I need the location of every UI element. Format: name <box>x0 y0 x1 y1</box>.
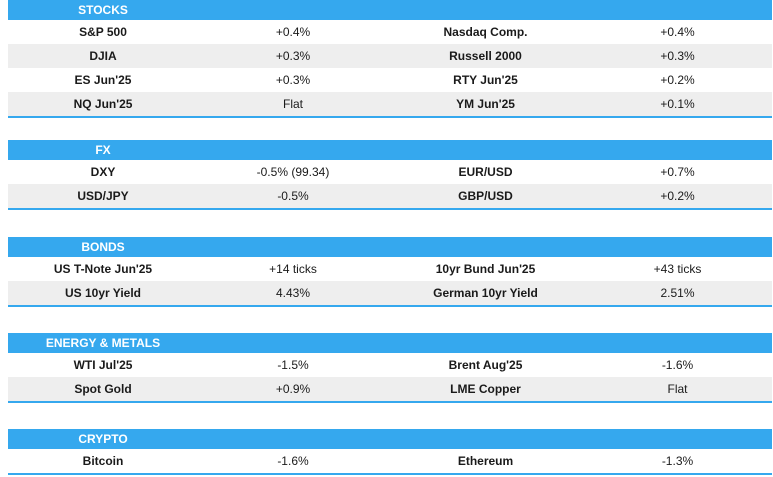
instrument-name: S&P 500 <box>79 25 127 39</box>
instrument-name: Nasdaq Comp. <box>443 25 528 39</box>
instrument-change: Flat <box>667 382 688 396</box>
instrument-name: LME Copper <box>450 382 521 396</box>
section-title: BONDS <box>81 240 125 254</box>
instrument-change: +0.3% <box>275 49 311 63</box>
fx-section: FX DXY -0.5% (99.34) EUR/USD +0.7% USD/J… <box>8 140 772 210</box>
instrument-name: DJIA <box>89 49 117 63</box>
instrument-name: Bitcoin <box>82 454 124 468</box>
table-row: DXY -0.5% (99.34) EUR/USD +0.7% <box>8 160 772 184</box>
section-title: CRYPTO <box>78 432 128 446</box>
instrument-change: +0.4% <box>660 25 695 39</box>
instrument-name: RTY Jun'25 <box>453 73 518 87</box>
instrument-name: US 10yr Yield <box>64 286 142 300</box>
section-title: ENERGY & METALS <box>45 336 161 350</box>
table-row: S&P 500 +0.4% Nasdaq Comp. +0.4% <box>8 20 772 44</box>
table-row: USD/JPY -0.5% GBP/USD +0.2% <box>8 184 772 208</box>
section-divider <box>8 208 772 210</box>
instrument-change: +0.2% <box>660 189 695 203</box>
table-row: Spot Gold +0.9% LME Copper Flat <box>8 377 772 401</box>
instrument-change: +14 ticks <box>269 262 317 276</box>
table-row: ES Jun'25 +0.3% RTY Jun'25 +0.2% <box>8 68 772 92</box>
instrument-change: +0.4% <box>275 25 311 39</box>
section-divider <box>8 401 772 403</box>
instrument-change: +0.9% <box>275 382 311 396</box>
crypto-section: CRYPTO Bitcoin -1.6% Ethereum -1.3% <box>8 429 772 475</box>
bonds-section: BONDS US T-Note Jun'25 +14 ticks 10yr Bu… <box>8 237 772 307</box>
section-divider <box>8 305 772 307</box>
section-header: BONDS <box>8 237 772 257</box>
instrument-name: DXY <box>90 165 116 179</box>
instrument-name: ES Jun'25 <box>74 73 132 87</box>
instrument-name: Spot Gold <box>74 382 132 396</box>
instrument-name: GBP/USD <box>458 189 513 203</box>
instrument-change: +0.3% <box>660 49 695 63</box>
instrument-name: EUR/USD <box>458 165 513 179</box>
instrument-change: -0.5% <box>277 189 309 203</box>
instrument-change: -0.5% (99.34) <box>256 165 330 179</box>
section-header: FX <box>8 140 772 160</box>
instrument-name: 10yr Bund Jun'25 <box>435 262 536 276</box>
table-row: Bitcoin -1.6% Ethereum -1.3% <box>8 449 772 473</box>
section-title: FX <box>95 143 111 157</box>
instrument-change: +0.1% <box>660 97 695 111</box>
instrument-name: Russell 2000 <box>449 49 522 63</box>
section-title: STOCKS <box>78 3 128 17</box>
energy-metals-section: ENERGY & METALS WTI Jul'25 -1.5% Brent A… <box>8 333 772 403</box>
instrument-change: -1.6% <box>661 358 694 372</box>
instrument-change: 4.43% <box>275 286 311 300</box>
table-row: US T-Note Jun'25 +14 ticks 10yr Bund Jun… <box>8 257 772 281</box>
section-divider <box>8 116 772 118</box>
section-header: CRYPTO <box>8 429 772 449</box>
instrument-change: 2.51% <box>660 286 695 300</box>
table-row: DJIA +0.3% Russell 2000 +0.3% <box>8 44 772 68</box>
section-divider <box>8 473 772 475</box>
instrument-change: Flat <box>282 97 303 111</box>
instrument-name: NQ Jun'25 <box>73 97 133 111</box>
instrument-change: +0.2% <box>660 73 695 87</box>
instrument-name: USD/JPY <box>77 189 129 203</box>
instrument-name: YM Jun'25 <box>456 97 515 111</box>
section-header: STOCKS <box>8 0 772 20</box>
table-row: NQ Jun'25 Flat YM Jun'25 +0.1% <box>8 92 772 116</box>
table-row: US 10yr Yield 4.43% German 10yr Yield 2.… <box>8 281 772 305</box>
instrument-name: Brent Aug'25 <box>448 358 523 372</box>
instrument-name: WTI Jul'25 <box>73 358 133 372</box>
stocks-section: STOCKS S&P 500 +0.4% Nasdaq Comp. +0.4% … <box>8 0 772 118</box>
instrument-name: US T-Note Jun'25 <box>53 262 153 276</box>
instrument-change: -1.3% <box>661 454 694 468</box>
instrument-change: -1.5% <box>277 358 309 372</box>
instrument-change: +0.7% <box>660 165 695 179</box>
instrument-change: -1.6% <box>277 454 309 468</box>
instrument-change: +0.3% <box>275 73 311 87</box>
instrument-name: German 10yr Yield <box>433 286 538 300</box>
instrument-change: +43 ticks <box>653 262 702 276</box>
instrument-name: Ethereum <box>457 454 514 468</box>
table-row: WTI Jul'25 -1.5% Brent Aug'25 -1.6% <box>8 353 772 377</box>
section-header: ENERGY & METALS <box>8 333 772 353</box>
